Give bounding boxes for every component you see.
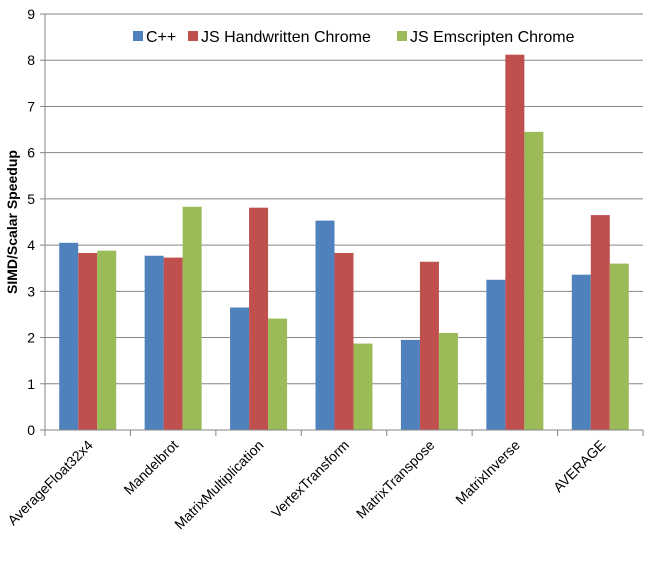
bar-js-emscripten-chrome-average bbox=[609, 263, 629, 430]
y-tick-label: 2 bbox=[27, 330, 35, 346]
y-tick-label: 3 bbox=[27, 283, 35, 299]
x-tick-label: MatrixMultiplication bbox=[171, 437, 266, 532]
bar-js-handwritten-chrome-averagefloat32x4 bbox=[78, 252, 98, 430]
bar-js-emscripten-chrome-vertextransform bbox=[353, 343, 373, 430]
bar-js-emscripten-chrome-matrixtranspose bbox=[438, 332, 458, 430]
bar-c--matrixinverse bbox=[486, 279, 506, 430]
bar-c--matrixtranspose bbox=[400, 339, 420, 430]
bar-js-handwritten-chrome-matrixtranspose bbox=[419, 261, 439, 430]
y-tick-label: 7 bbox=[27, 98, 35, 114]
y-tick-labels: 0 1 2 3 4 5 6 7 8 9 bbox=[27, 6, 35, 438]
bar-js-emscripten-chrome-mandelbrot bbox=[182, 206, 202, 430]
axes bbox=[40, 13, 644, 436]
x-tick-label: AVERAGE bbox=[550, 437, 608, 495]
legend-label: JS Emscripten Chrome bbox=[410, 29, 575, 46]
bar-c--vertextransform bbox=[315, 220, 335, 430]
bar-js-emscripten-chrome-averagefloat32x4 bbox=[97, 250, 117, 430]
bar-c--matrixmultiplication bbox=[230, 307, 250, 430]
legend-swatch bbox=[397, 31, 407, 41]
bar-c--mandelbrot bbox=[144, 255, 164, 430]
x-tick-labels: AverageFloat32x4 MandelbrotMatrixMultipli… bbox=[4, 437, 608, 533]
y-tick-label: 8 bbox=[27, 52, 35, 68]
x-tick-label: MatrixTranspose bbox=[353, 437, 438, 522]
y-tick-label: 6 bbox=[27, 145, 35, 161]
legend: C++ JS Handwritten Chrome JS Emscripten Ch… bbox=[133, 29, 575, 46]
legend-swatch bbox=[188, 31, 198, 41]
x-tick-label: Mandelbrot bbox=[120, 437, 181, 498]
x-tick-label: AverageFloat32x4 bbox=[4, 437, 96, 529]
bar-js-emscripten-chrome-matrixmultiplication bbox=[268, 318, 288, 430]
bar-js-handwritten-chrome-average bbox=[590, 215, 610, 430]
bar-js-handwritten-chrome-mandelbrot bbox=[163, 257, 183, 430]
bar-c--averagefloat32x4 bbox=[59, 242, 79, 430]
bar-c--average bbox=[571, 274, 591, 430]
legend-label: JS Handwritten Chrome bbox=[201, 29, 371, 46]
legend-swatch bbox=[133, 31, 143, 41]
y-tick-label: 4 bbox=[27, 237, 35, 253]
bar-js-handwritten-chrome-vertextransform bbox=[334, 252, 354, 430]
bar-js-handwritten-chrome-matrixinverse bbox=[505, 54, 525, 430]
bar-js-emscripten-chrome-matrixinverse bbox=[524, 131, 544, 430]
x-tick-label: VertexTransform bbox=[268, 437, 352, 521]
y-tick-label: 9 bbox=[27, 6, 35, 22]
y-axis-title: SIMD/Scalar Speedup bbox=[4, 150, 20, 294]
y-tick-label: 0 bbox=[27, 422, 35, 438]
legend-label: C++ bbox=[146, 29, 176, 46]
y-tick-label: 5 bbox=[27, 191, 35, 207]
bars bbox=[59, 54, 629, 430]
bar-js-handwritten-chrome-matrixmultiplication bbox=[249, 207, 269, 430]
x-tick-label: MatrixInverse bbox=[452, 437, 523, 508]
y-tick-label: 1 bbox=[27, 376, 35, 392]
